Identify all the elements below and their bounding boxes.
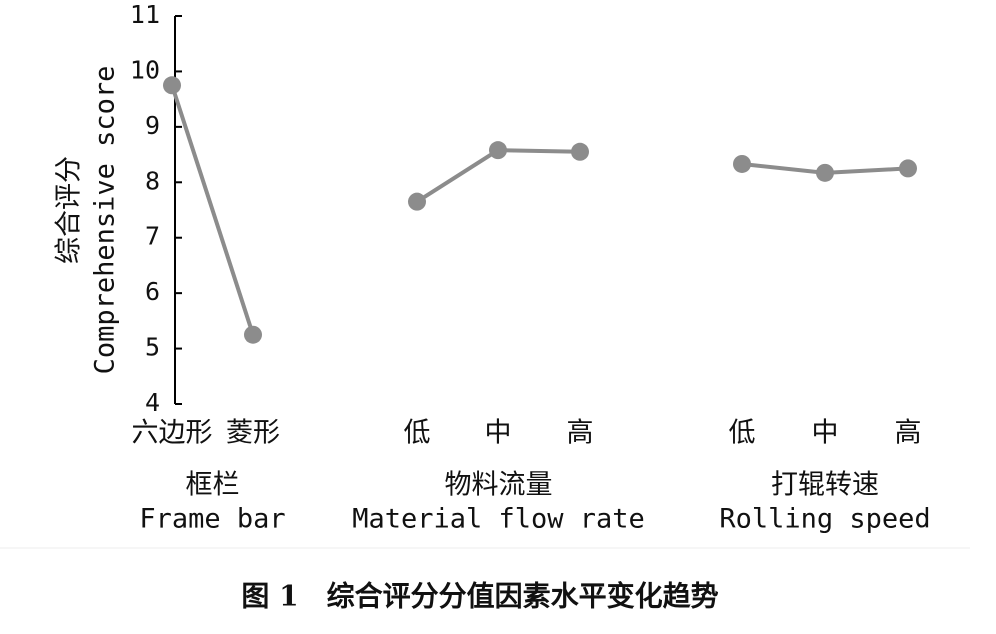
group-label-en: Frame bar <box>139 504 285 535</box>
y-tick-label: 9 <box>145 111 160 140</box>
group-label-en: Rolling speed <box>719 504 930 535</box>
point <box>244 325 262 344</box>
x-tick-label: 高 <box>895 418 922 449</box>
x-tick-label: 中 <box>812 418 839 449</box>
point <box>733 154 751 173</box>
group-label: 物料流量 <box>445 470 553 501</box>
y-tick-label: 8 <box>145 166 160 195</box>
y-tick-label: 4 <box>145 388 160 417</box>
group-label-en: Material flow rate <box>352 504 645 535</box>
x-tick-label: 低 <box>404 418 431 449</box>
y-tick-label: 11 <box>130 0 160 29</box>
x-tick-label: 低 <box>729 418 756 449</box>
y-axis-label-en: Comprehensive score <box>90 66 121 375</box>
y-tick-label: 5 <box>145 333 160 362</box>
point <box>408 192 426 211</box>
group-label: 框栏 <box>186 470 240 501</box>
y-tick-label: 6 <box>145 277 160 306</box>
y-tick-label: 7 <box>145 222 160 251</box>
point <box>899 159 917 178</box>
x-tick-label: 菱形 <box>226 418 280 449</box>
y-axis-label: 综合评分 <box>54 156 85 264</box>
caption: 图 1 综合评分分值因素水平变化趋势 <box>241 580 718 613</box>
y-tick-label: 10 <box>130 55 160 84</box>
line <box>170 84 255 336</box>
group-label: 打辊转速 <box>771 470 879 501</box>
x-tick-label: 高 <box>567 418 594 449</box>
x-tick-label: 中 <box>485 418 512 449</box>
point <box>163 76 181 95</box>
caption-area <box>0 548 996 629</box>
point <box>816 163 834 182</box>
point <box>489 141 507 160</box>
x-tick-label: 六边形 <box>132 418 213 449</box>
point <box>571 142 589 161</box>
